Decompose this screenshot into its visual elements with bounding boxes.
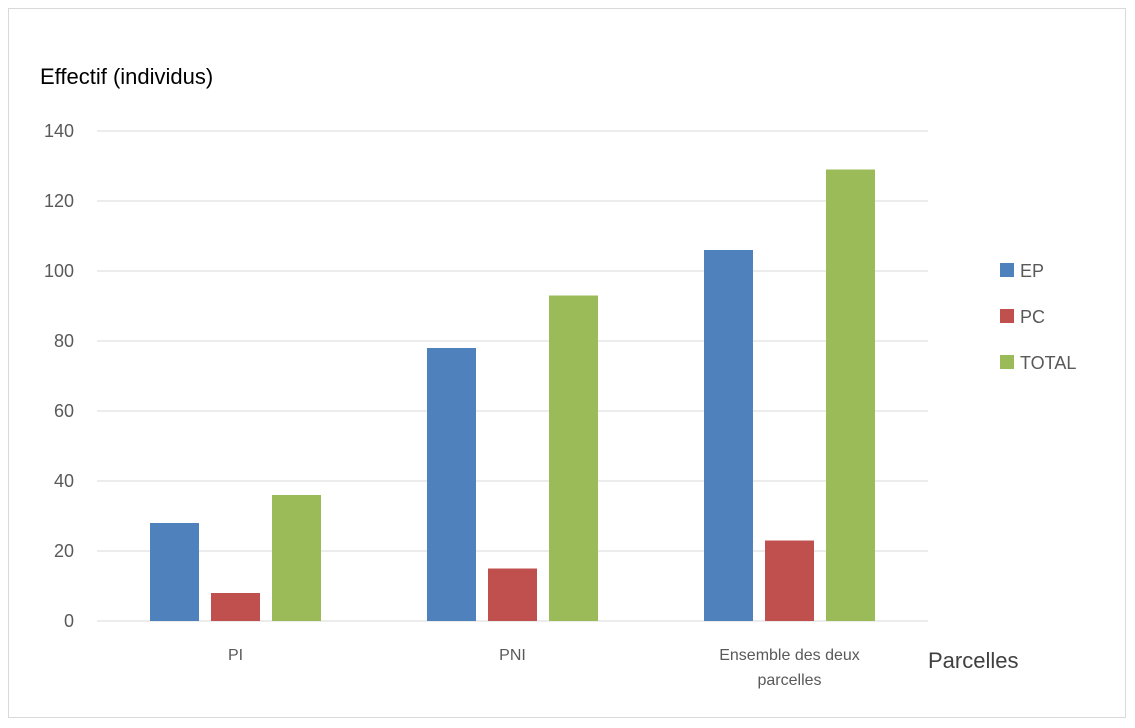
legend-label-ep: EP [1020, 261, 1044, 281]
y-tick-label: 20 [54, 541, 74, 561]
y-tick-label: 140 [44, 121, 74, 141]
bar-pc-3 [765, 540, 814, 621]
x-tick-label: Ensemble des deux parcelles [719, 647, 860, 689]
legend-swatch-total [1000, 355, 1014, 369]
y-tick-label: 60 [54, 401, 74, 421]
bar-ep-1 [150, 523, 199, 621]
legend-swatch-pc [1000, 309, 1014, 323]
y-tick-label: 80 [54, 331, 74, 351]
bar-ep-2 [427, 348, 476, 621]
bar-pc-1 [211, 593, 260, 621]
x-axis-category-labels: PI PNI Ensemble des deux parcelles [228, 647, 860, 689]
y-tick-label: 0 [64, 611, 74, 631]
x-axis-title: Parcelles [928, 648, 1018, 673]
legend-label-pc: PC [1020, 307, 1045, 327]
legend-label-total: TOTAL [1020, 353, 1076, 373]
bars [150, 169, 875, 621]
bar-pc-2 [488, 568, 537, 621]
x-tick-label: PI [228, 647, 243, 664]
y-tick-label: 120 [44, 191, 74, 211]
legend: EP PC TOTAL [1000, 261, 1076, 373]
y-axis-tick-labels: 0 20 40 60 80 100 120 140 [44, 121, 74, 631]
x-tick-label: PNI [499, 647, 526, 664]
bar-total-2 [549, 295, 598, 621]
y-axis-title: Effectif (individus) [40, 64, 213, 89]
y-tick-label: 100 [44, 261, 74, 281]
bar-total-1 [272, 495, 321, 621]
bar-total-3 [826, 169, 875, 621]
bar-ep-3 [704, 250, 753, 621]
legend-swatch-ep [1000, 263, 1014, 277]
y-tick-label: 40 [54, 471, 74, 491]
